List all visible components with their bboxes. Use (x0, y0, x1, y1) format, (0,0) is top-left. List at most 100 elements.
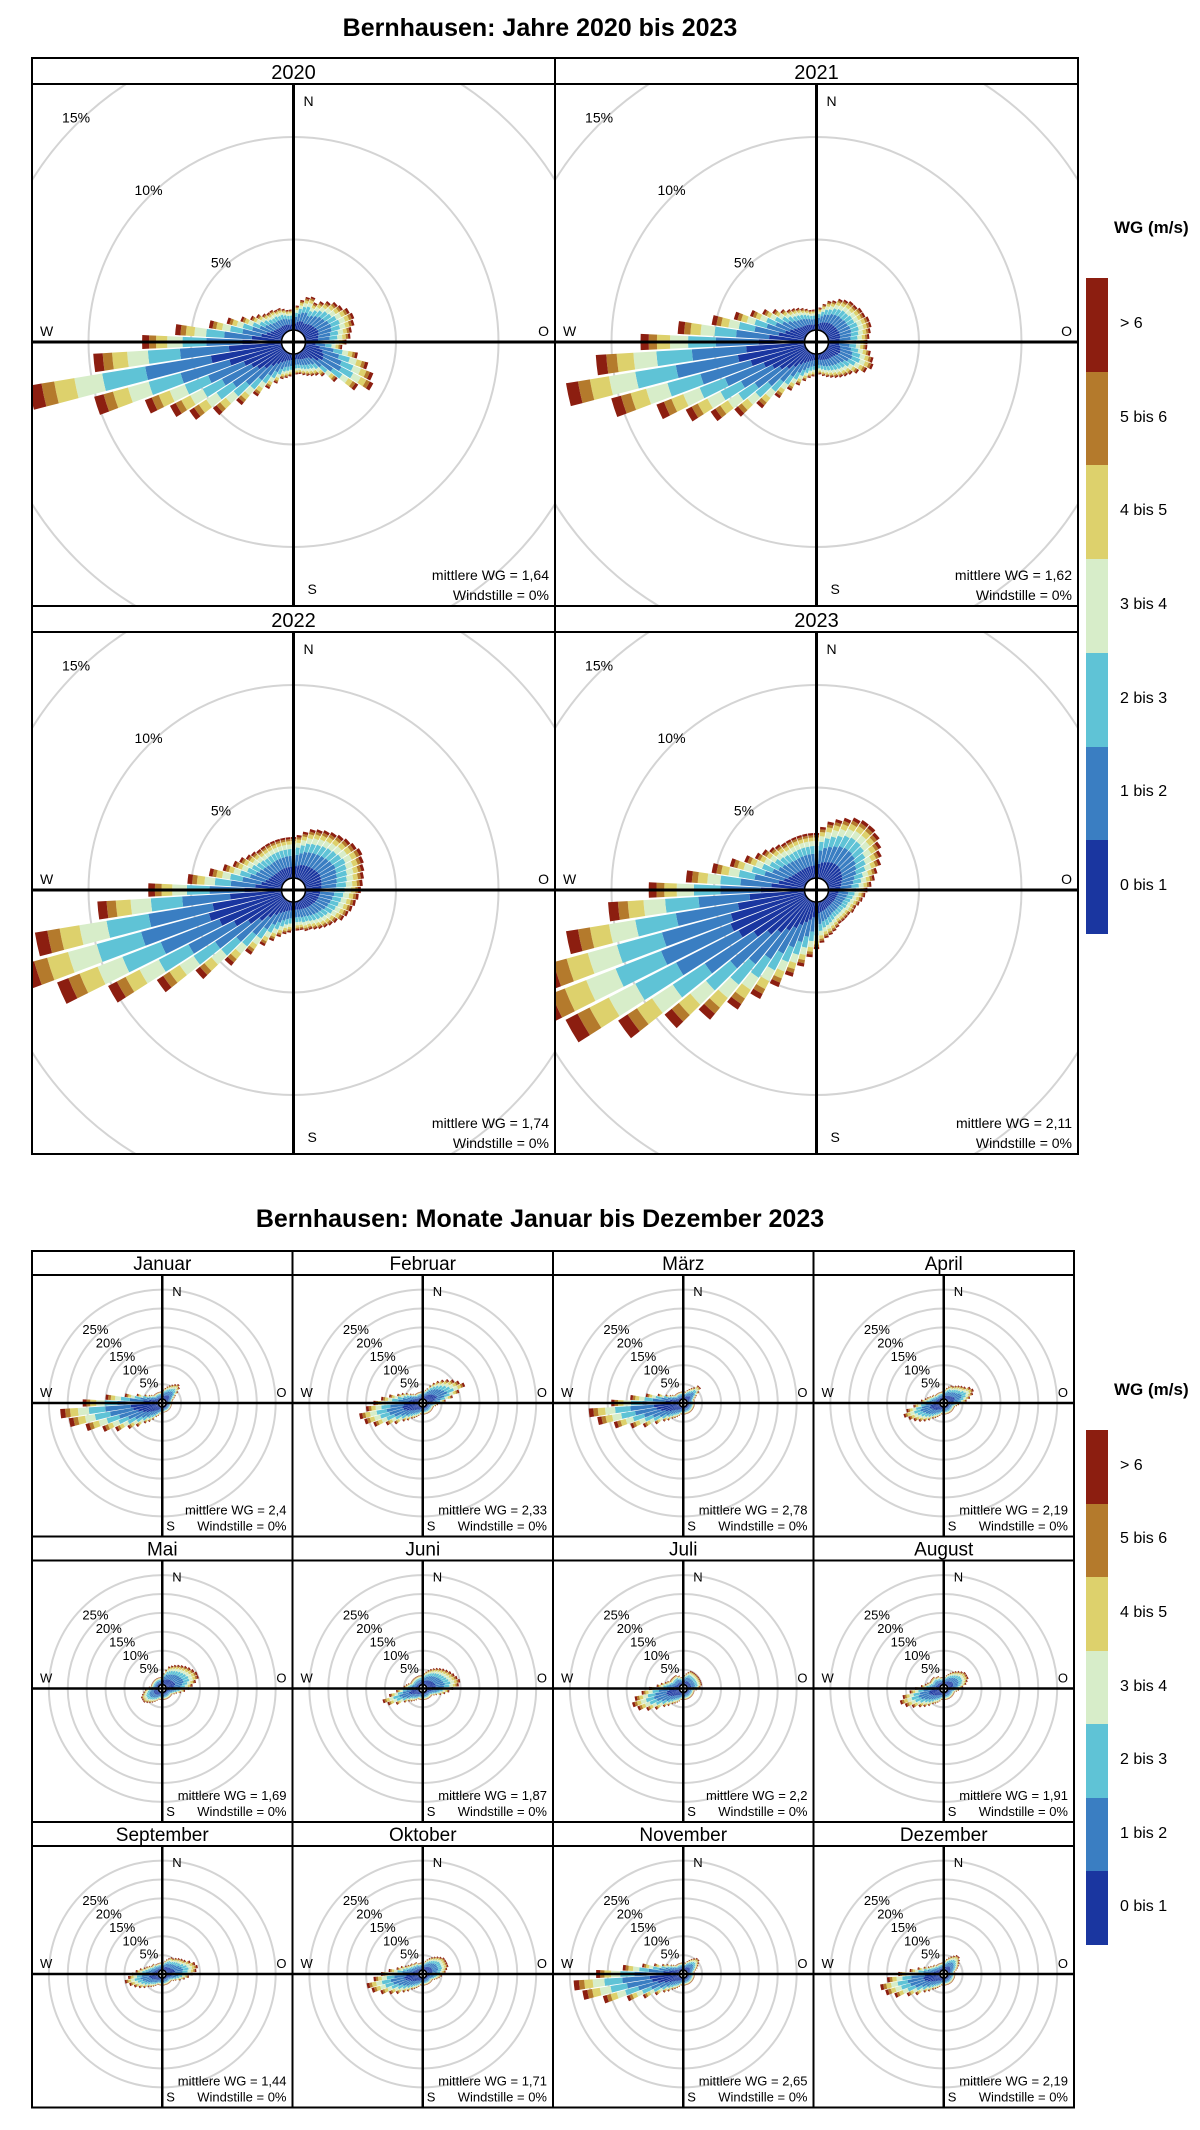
wind-sector-bar (426, 1697, 428, 1699)
wind-sector-bar (691, 1409, 693, 1411)
wind-sector-bar (800, 856, 808, 868)
wind-sector-bar (265, 879, 283, 887)
wind-sector-bar (856, 901, 860, 906)
wind-sector-bar (693, 1405, 695, 1408)
wind-sector-bar (948, 1406, 950, 1409)
wind-sector-bar (252, 326, 268, 335)
wind-sector-bar (858, 359, 866, 366)
wind-sector-bar (315, 372, 319, 376)
wind-sector-bar (675, 1691, 681, 1696)
wind-sector-bar (827, 330, 840, 338)
wind-sector-bar (952, 1407, 954, 1410)
wind-sector-bar (325, 343, 332, 348)
wind-sector-bar (695, 1386, 699, 1390)
wind-sector-bar (391, 1395, 395, 1399)
wind-sector-bar (692, 1408, 694, 1410)
wind-sector-bar (317, 910, 325, 918)
wind-sector-bar (315, 921, 321, 927)
wind-sector-bar (855, 896, 860, 901)
wind-sector-bar (772, 850, 780, 857)
wind-sector-bar (687, 1677, 690, 1682)
wind-sector-bar (157, 1679, 159, 1681)
wind-sector-bar (173, 1396, 175, 1399)
wind-sector-bar (701, 1683, 703, 1686)
wind-sector-bar (274, 921, 281, 930)
wind-sector-bar (947, 1674, 949, 1677)
wind-sector-bar (288, 372, 292, 375)
wind-sector-bar (810, 324, 814, 331)
wind-sector-bar (858, 823, 867, 831)
wind-sector-bar (424, 1698, 426, 1700)
wind-sector-bar (143, 1421, 147, 1424)
wind-sector-bar (164, 1671, 167, 1673)
wind-sector-bar (289, 315, 293, 320)
wind-sector-bar (154, 1413, 157, 1417)
wind-sector-bar (159, 1412, 161, 1414)
wind-sector-bar (453, 1676, 457, 1680)
wind-sector-bar (173, 1664, 177, 1667)
wind-sector-bar (930, 1396, 932, 1399)
wind-sector-bar (961, 1685, 963, 1688)
wind-sector-bar (952, 1683, 959, 1686)
wind-sector-bar (820, 311, 825, 317)
wind-sector-bar (329, 854, 342, 865)
wind-sector-bar (166, 1386, 169, 1388)
wind-sector-bar (266, 312, 270, 316)
wind-sector-bar (774, 858, 785, 868)
wind-sector-bar (339, 366, 354, 379)
wind-sector-bar (296, 313, 301, 323)
wind-sector-bar (690, 1408, 692, 1410)
wind-sector-bar (823, 359, 829, 367)
compass-north: N (827, 93, 837, 109)
wind-sector-bar (249, 857, 256, 864)
wind-sector-bar (205, 328, 225, 338)
wind-sector-bar (688, 1679, 692, 1683)
wind-sector-bar (947, 1409, 949, 1412)
wind-sector-bar (387, 1701, 391, 1706)
wind-sector-bar (689, 1400, 692, 1403)
wind-sector-bar (754, 366, 783, 389)
wind-sector-bar (647, 1393, 650, 1398)
wind-sector-bar (689, 1696, 691, 1698)
wind-sector-bar (443, 1684, 450, 1688)
wind-sector-bar (741, 398, 753, 411)
wind-sector-bar (660, 1685, 664, 1688)
wind-sector-bar (262, 313, 266, 318)
wind-sector-bar (434, 1691, 437, 1694)
wind-sector-bar (73, 1416, 80, 1426)
wind-sector-bar (194, 327, 207, 337)
wind-sector-bar (692, 1399, 694, 1401)
radial-tick-label: 20% (877, 1336, 903, 1351)
wind-sector-bar (154, 1394, 156, 1396)
wind-sector-bar (296, 901, 301, 910)
wind-sector-bar (341, 334, 346, 340)
wind-sector-bar (919, 1418, 923, 1422)
wind-sector-bar (297, 916, 302, 922)
wind-sector-bar (169, 1406, 171, 1408)
wind-sector-bar (669, 1681, 672, 1684)
wind-sector-bar (151, 1697, 155, 1700)
wind-sector-bar (153, 1683, 156, 1685)
wind-sector-bar (336, 882, 347, 888)
wind-sector-bar (947, 1412, 949, 1414)
wind-sector-bar (812, 901, 816, 918)
wind-sector-bar (962, 1387, 966, 1390)
wind-sector-bar (140, 1397, 150, 1401)
wind-sector-bar (664, 1683, 667, 1686)
wind-sector-bar (425, 1695, 427, 1698)
wind-sector-bar (144, 1692, 148, 1695)
wind-sector-bar (949, 1408, 951, 1410)
wind-sector-bar (826, 874, 843, 885)
wind-sector-bar (866, 334, 870, 340)
wind-sector-bar (666, 1409, 674, 1416)
wind-sector-bar (302, 358, 308, 366)
wind-sector-bar (164, 1387, 167, 1389)
wind-sector-bar (414, 1677, 416, 1679)
wind-sector-bar (667, 1698, 672, 1703)
wind-sector-bar (652, 1702, 658, 1708)
wind-sector-bar (409, 1404, 420, 1411)
wind-sector-bar (135, 1423, 139, 1428)
wind-sector-bar (439, 1693, 441, 1695)
wind-sector-bar (418, 1677, 420, 1679)
wind-sector-bar (844, 905, 850, 911)
